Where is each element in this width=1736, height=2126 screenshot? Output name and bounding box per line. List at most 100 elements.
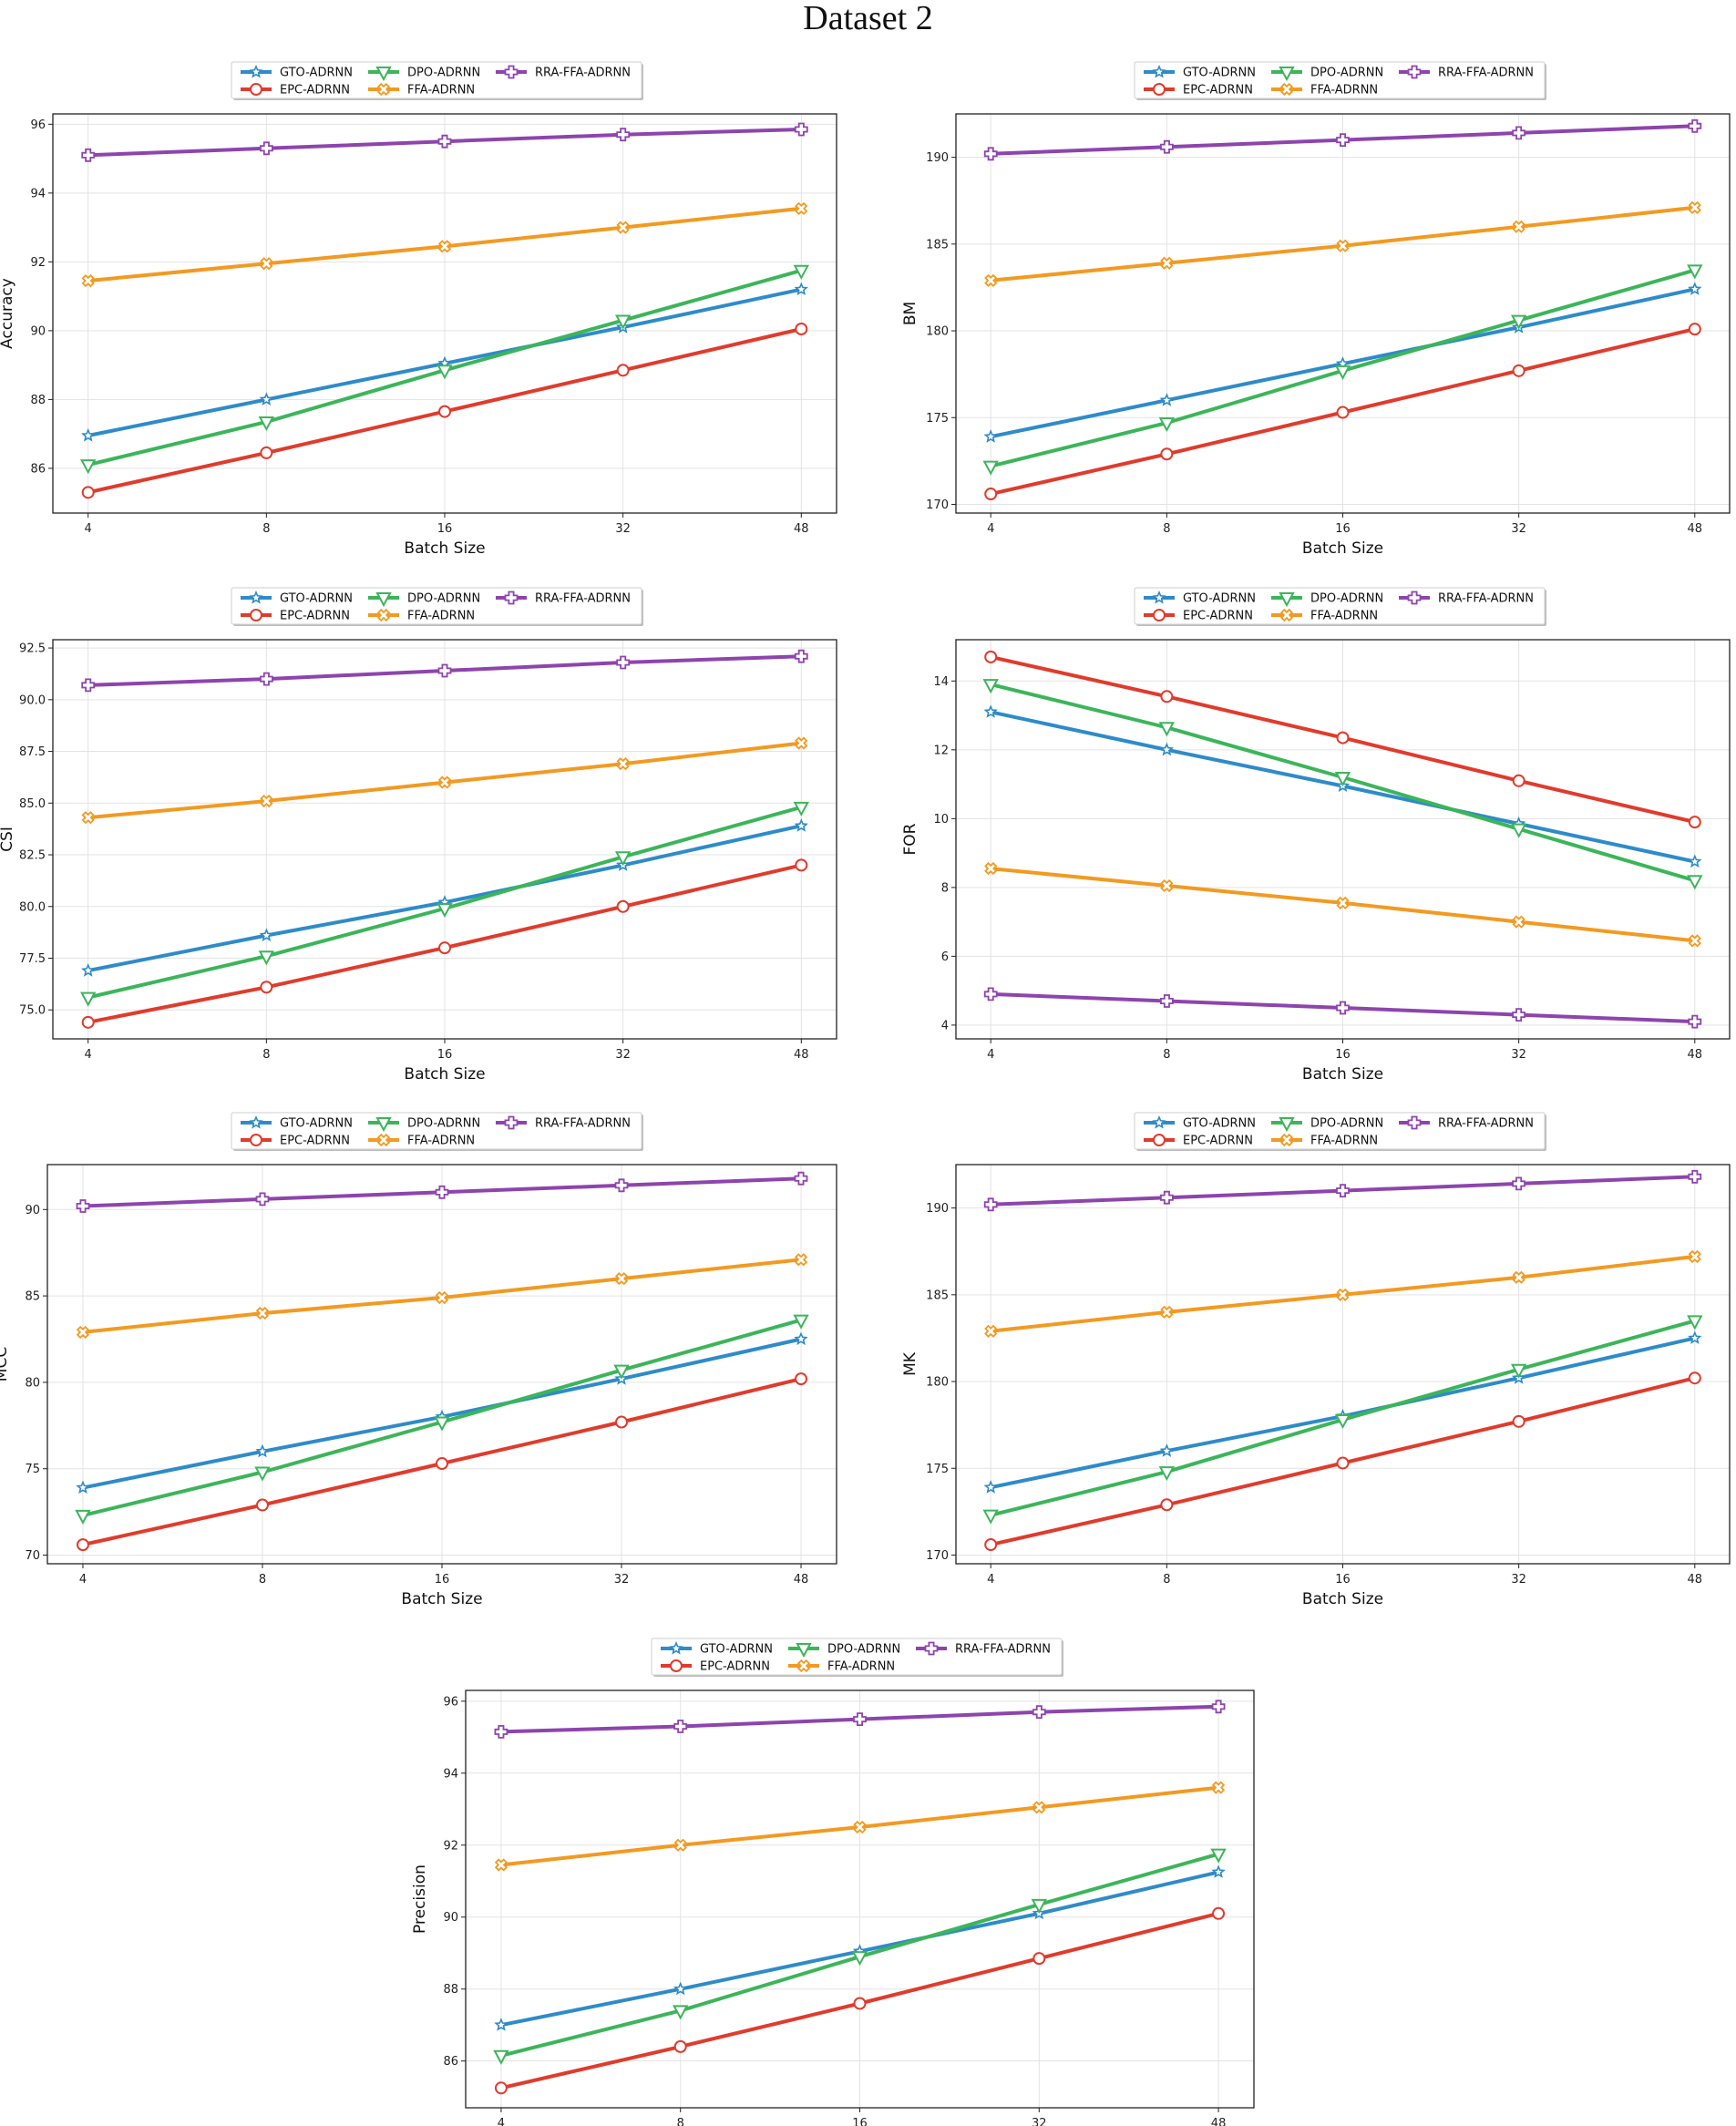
x-tick-label: 32 (615, 1048, 631, 1062)
data-point-ffa-adrnn (673, 1838, 687, 1852)
y-tick-label: 90 (25, 1204, 40, 1217)
legend-label-dpo-adrnn: DPO-ADRNN (407, 67, 480, 80)
data-point-rra-ffa-adrnn (1688, 1169, 1702, 1184)
data-point-ffa-adrnn (435, 1290, 449, 1305)
legend-label-gto-adrnn: GTO-ADRNN (700, 1643, 773, 1657)
data-point-dpo-adrnn (254, 1466, 271, 1482)
data-point-rra-ffa-adrnn (1512, 1176, 1525, 1191)
legend-label-rra-ffa-adrnn: RRA-FFA-ADRNN (535, 592, 631, 606)
data-point-gto-adrnn (983, 429, 998, 443)
data-point-rra-ffa-adrnn (673, 1720, 688, 1733)
data-point-dpo-adrnn (851, 1951, 868, 1967)
data-point-gto-adrnn (673, 1981, 688, 1996)
y-tick-label: 180 (926, 1376, 949, 1390)
data-point-dpo-adrnn (493, 2049, 509, 2065)
legend-label-ffa-adrnn: FFA-ADRNN (827, 1660, 895, 1674)
legend-marker-rra-ffa-adrnn (504, 591, 519, 605)
data-point-epc-adrnn (438, 405, 451, 418)
data-point-dpo-adrnn (75, 1509, 91, 1525)
y-tick-label: 4 (941, 1019, 949, 1032)
data-point-epc-adrnn (1032, 1952, 1046, 1966)
legend-label-epc-adrnn: EPC-ADRNN (1183, 1135, 1253, 1148)
x-tick-label: 16 (1335, 1573, 1351, 1587)
data-point-gto-adrnn (1688, 854, 1702, 868)
data-point-epc-adrnn (255, 1498, 269, 1512)
data-point-epc-adrnn (615, 1415, 629, 1429)
x-tick-label: 32 (1511, 1573, 1526, 1587)
y-tick-label: 85.0 (19, 797, 46, 811)
legend-label-rra-ffa-adrnn: RRA-FFA-ADRNN (955, 1643, 1051, 1657)
data-point-gto-adrnn (983, 1480, 998, 1494)
data-point-rra-ffa-adrnn (1336, 1184, 1350, 1197)
legend-label-rra-ffa-adrnn: RRA-FFA-ADRNN (1438, 592, 1534, 606)
legend-marker-gto-adrnn (249, 1114, 263, 1129)
data-point-epc-adrnn (795, 1372, 808, 1386)
legend-marker-epc-adrnn (250, 83, 262, 96)
legend-marker-ffa-adrnn (376, 1133, 391, 1147)
data-point-epc-adrnn (1160, 1498, 1174, 1512)
data-point-rra-ffa-adrnn (616, 655, 631, 670)
legend-label-epc-adrnn: EPC-ADRNN (280, 84, 350, 98)
data-point-ffa-adrnn (795, 201, 808, 215)
legend-label-dpo-adrnn: DPO-ADRNN (1310, 592, 1383, 606)
legend-label-rra-ffa-adrnn: RRA-FFA-ADRNN (535, 1117, 631, 1131)
data-point-rra-ffa-adrnn (437, 134, 452, 149)
legend-marker-rra-ffa-adrnn (1407, 1115, 1422, 1130)
data-point-ffa-adrnn (1160, 256, 1174, 270)
data-point-epc-adrnn (1688, 816, 1701, 829)
y-tick-label: 86 (30, 462, 46, 476)
x-tick-label: 4 (498, 2117, 505, 2126)
x-tick-label: 48 (794, 1573, 809, 1587)
legend-marker-ffa-adrnn (1279, 608, 1294, 622)
data-point-dpo-adrnn (1687, 1315, 1703, 1330)
data-point-dpo-adrnn (1158, 416, 1176, 433)
data-point-rra-ffa-adrnn (853, 1712, 867, 1726)
legend-marker-dpo-adrnn (796, 1643, 812, 1659)
data-point-ffa-adrnn (1336, 239, 1350, 252)
data-point-gto-adrnn (494, 2018, 508, 2031)
y-axis-label: CSI (0, 827, 16, 852)
legend-label-ffa-adrnn: FFA-ADRNN (1310, 1135, 1378, 1148)
legend-label-dpo-adrnn: DPO-ADRNN (1310, 1117, 1383, 1131)
legend-label-epc-adrnn: EPC-ADRNN (280, 610, 350, 623)
data-point-ffa-adrnn (437, 240, 452, 253)
x-axis-label: Batch Size (1302, 1590, 1383, 1608)
y-axis-label: FOR (901, 823, 919, 855)
data-point-rra-ffa-adrnn (259, 672, 273, 686)
y-tick-label: 170 (926, 1549, 949, 1563)
legend-label-gto-adrnn: GTO-ADRNN (1183, 1117, 1256, 1131)
x-tick-label: 16 (1335, 1048, 1351, 1062)
legend-marker-rra-ffa-adrnn (504, 65, 519, 79)
data-point-ffa-adrnn (616, 221, 630, 234)
y-tick-label: 94 (443, 1767, 458, 1781)
data-point-ffa-adrnn (1512, 1270, 1525, 1284)
data-point-dpo-adrnn (80, 991, 97, 1007)
x-tick-label: 4 (987, 522, 994, 536)
data-point-epc-adrnn (795, 858, 808, 872)
y-tick-label: 77.5 (19, 952, 46, 966)
y-tick-label: 88 (30, 394, 46, 407)
legend-label-dpo-adrnn: DPO-ADRNN (407, 1117, 480, 1131)
x-tick-label: 32 (1511, 1048, 1526, 1062)
x-axis-label: Batch Size (1302, 1065, 1383, 1084)
data-point-rra-ffa-adrnn (1211, 1700, 1226, 1714)
legend-label-epc-adrnn: EPC-ADRNN (280, 1135, 350, 1148)
legend-label-ffa-adrnn: FFA-ADRNN (1310, 84, 1378, 98)
legend-label-ffa-adrnn: FFA-ADRNN (1310, 610, 1378, 623)
data-point-rra-ffa-adrnn (81, 148, 96, 162)
data-point-epc-adrnn (494, 2081, 508, 2095)
x-tick-label: 8 (259, 1573, 266, 1587)
legend-label-epc-adrnn: EPC-ADRNN (700, 1660, 770, 1674)
data-point-epc-adrnn (260, 446, 273, 459)
data-point-rra-ffa-adrnn (259, 141, 273, 156)
legend-marker-epc-adrnn (250, 609, 262, 621)
data-point-rra-ffa-adrnn (81, 678, 96, 693)
y-tick-label: 86 (443, 2055, 458, 2069)
legend-marker-gto-adrnn (1152, 590, 1166, 604)
legend: GTO-ADRNN DPO-ADRNN RRA-FFA-ADRNN EPC-ADRNN… (231, 1112, 643, 1151)
data-point-epc-adrnn (1160, 447, 1174, 461)
legend-label-dpo-adrnn: DPO-ADRNN (407, 592, 480, 606)
x-tick-label: 48 (1211, 2117, 1227, 2126)
legend: GTO-ADRNN DPO-ADRNN RRA-FFA-ADRNN EPC-ADRNN… (651, 1638, 1063, 1677)
data-point-gto-adrnn (1211, 1864, 1226, 1878)
